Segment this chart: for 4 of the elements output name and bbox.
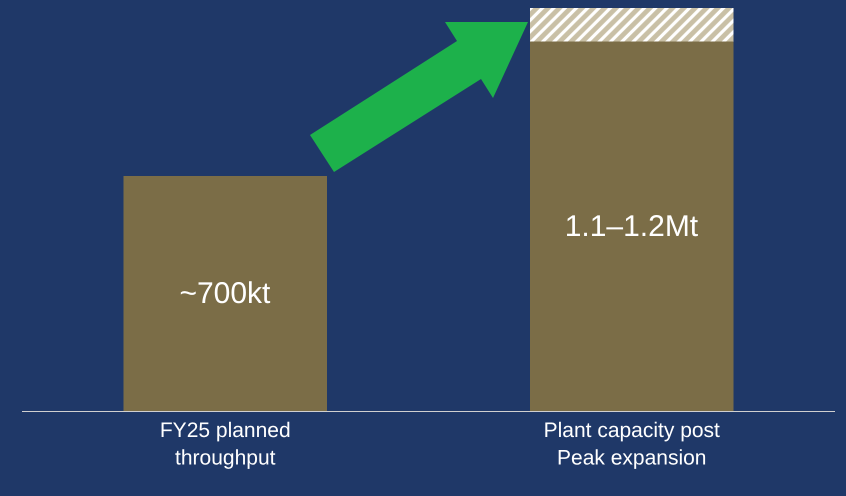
data-label: 1.1–1.2Mt [564,210,699,243]
data-label: ~700kt [179,276,272,310]
x-tick-label: Plant capacity post Peak expansion [544,419,720,470]
x-tick-label: FY25 planned throughput [160,419,291,470]
